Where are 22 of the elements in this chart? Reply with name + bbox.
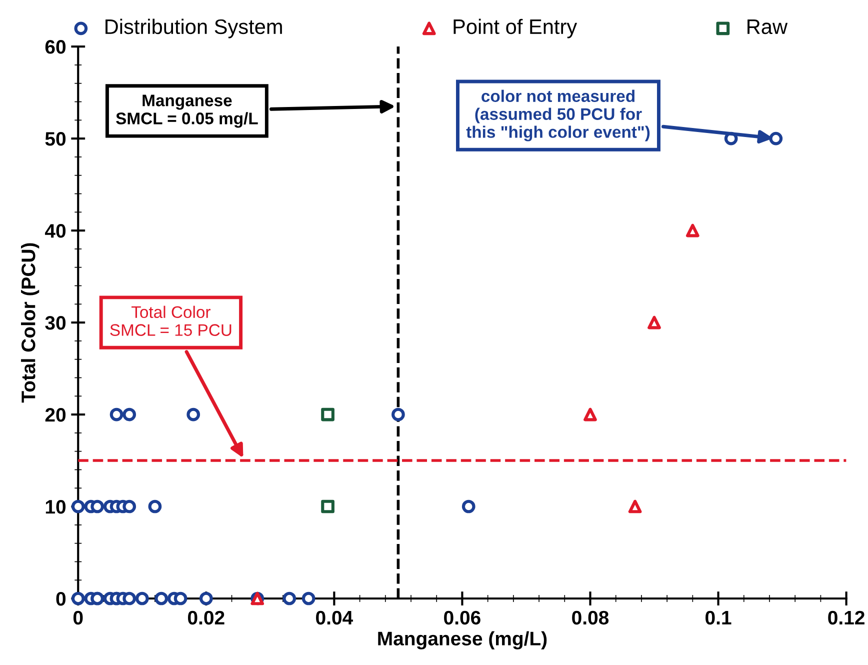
- y-tick-label: 60: [45, 40, 66, 54]
- x-tick-label: 0.1: [706, 610, 732, 625]
- legend-label: Raw: [748, 20, 788, 34]
- y-tick-label: 30: [45, 316, 66, 330]
- y-axis-title: Total Color (PCU): [21, 243, 40, 403]
- y-tick-label: 10: [46, 500, 66, 514]
- x-tick-label: 0: [73, 610, 83, 625]
- x-tick-label: 0.02: [188, 610, 224, 625]
- legend-label: Point of Entry: [454, 18, 578, 38]
- x-tick-label: 0.08: [572, 610, 609, 625]
- y-tick-label: 40: [44, 224, 66, 238]
- y-tick-label: 50: [45, 132, 66, 146]
- annotation: Total Color SMCL = 15 PCU: [110, 306, 232, 336]
- x-tick-label: 0.12: [828, 610, 864, 625]
- y-tick-label: 20: [45, 408, 66, 422]
- annotation: color not measured (assumed 50 PCU for this "high color event"): [466, 90, 650, 142]
- x-tick-label: 0.06: [444, 610, 480, 625]
- x-tick-label: 0.04: [316, 610, 353, 625]
- annotation: Manganese SMCL = 0.05 mg/L: [116, 94, 258, 128]
- legend-label: Distribution System: [106, 18, 282, 38]
- x-axis-title: Manganese (mg/L): [378, 631, 547, 650]
- y-tick-label: 0: [56, 592, 66, 606]
